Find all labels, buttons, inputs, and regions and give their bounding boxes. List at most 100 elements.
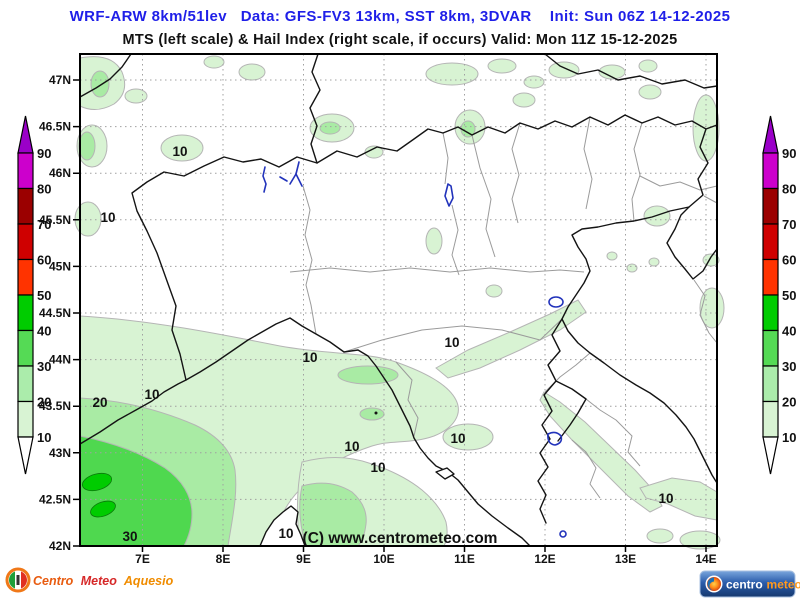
colorbar-value: 30 [782,359,796,374]
colorbar-right: 90 80 70 60 50 40 30 20 10 [762,115,796,475]
contour-label: 10 [344,439,359,454]
lon-tick-label: 9E [296,552,311,566]
colorbar-segment [762,294,779,332]
regional-border [289,267,585,273]
centro-meteo-aquesio-icon [5,567,31,593]
lat-tick-label: 43N [49,446,71,460]
shaded-area-10 [442,423,494,451]
lake-bolsena [547,431,563,446]
coastline-west [79,317,531,547]
lake-garda [444,183,454,207]
colorbar-value: 70 [37,217,51,232]
colorbar-segment [762,400,779,438]
colorbar-value: 50 [37,288,51,303]
colorbar-segment [762,365,779,403]
contour-label: 20 [92,395,107,410]
border-alps-arc [131,114,718,381]
colorbar-value: 60 [782,253,796,268]
national-borders [79,53,718,547]
logo-left-part2: Meteo [81,574,117,588]
shading-level-40 [81,472,116,518]
contour-label: 10 [278,526,293,541]
title-line-2: MTS (left scale) & Hail Index (right sca… [122,32,677,48]
shaded-area-10 [425,62,479,86]
regional-border [471,134,496,258]
colorbar-segment [17,329,34,367]
colorbar-segment [17,365,34,403]
grid-lines [80,54,717,546]
lon-tick-label: 11E [454,552,475,566]
lake-lugano [279,176,288,182]
shaded-area-10 [638,84,662,100]
lon-tick-label: 14E [695,552,716,566]
contour-label: 30 [122,529,137,544]
shading-level-30 [79,435,193,547]
shaded-area-10 [487,58,517,74]
regional-border [395,361,419,437]
shaded-area-10 [485,284,503,298]
shaded-area-10 [606,251,618,261]
colorbar-value: 80 [37,182,51,197]
contour-label: 10 [658,491,673,506]
border-central-italy [537,318,587,524]
logo-centrometeo[interactable]: centro meteo [699,570,800,598]
lon-tick-label: 8E [216,552,231,566]
logo-left-text: Centro Meteo Aquesio [33,574,174,588]
lon-tick-label: 13E [615,552,636,566]
regional-border [631,122,643,222]
colorbar-segment [17,400,34,438]
axis-ticks [73,79,707,552]
colorbar-value: 40 [782,324,796,339]
colorbar-value: 10 [37,430,51,445]
border-slovenia-istria [666,128,718,280]
lat-tick-label: 42N [49,539,71,553]
regional-border [571,398,641,499]
colorbar-segment [762,223,779,261]
lon-tick-label: 7E [135,552,150,566]
colorbar-segment [17,152,34,190]
shaded-area-10 [548,61,580,79]
colorbar-segment [762,152,779,190]
logo-left-part3: Aquesio [123,574,174,588]
border-swiss-austria [309,53,321,164]
logo-right-background [699,570,796,598]
shaded-area-20 [319,121,341,135]
colorbar-value: 70 [782,217,796,232]
lat-tick-label: 44.5N [39,306,71,320]
shaded-area-10 [364,145,384,159]
logo-right-text: centro meteo [726,578,800,592]
shaded-area-10 [425,227,443,255]
colorbar-segment [17,223,34,261]
shaded-area-10 [598,64,626,80]
shaded-area-20 [90,70,110,98]
logo-right-part2: meteo [767,578,800,592]
regional-border [511,122,521,224]
coastline-corsica [259,505,306,547]
shaded-area-10 [203,55,225,69]
colorbar-value: 60 [37,253,51,268]
colorbar-value: 90 [782,146,796,161]
contour-label: 10 [302,350,317,365]
regional-border [583,116,593,210]
regional-border [302,185,317,335]
watermark: (C) www.centrometeo.com [303,530,498,547]
colorbar-segment [762,258,779,296]
colorbar-value: 40 [37,324,51,339]
shaded-area-20 [359,407,385,421]
logo-centro-meteo-aquesio[interactable]: Centro Meteo Aquesio [5,567,174,593]
station-marker [374,411,378,415]
lat-tick-label: 44N [49,353,71,367]
colorbar-value: 10 [782,430,796,445]
colorbar-left: 90 80 70 60 50 40 30 20 10 [17,115,51,475]
regional-border [639,175,718,191]
colorbar-segment [762,329,779,367]
shaded-area-10 [512,92,536,108]
shaded-area-20 [78,131,96,161]
lat-tick-label: 46N [49,166,71,180]
shaded-area-40 [81,472,113,492]
shaded-area-40 [90,500,116,518]
border-jura [79,53,132,98]
colorbar-value: 90 [37,146,51,161]
shaded-area-30 [79,435,193,547]
colorbar-arrow-down [17,436,34,475]
